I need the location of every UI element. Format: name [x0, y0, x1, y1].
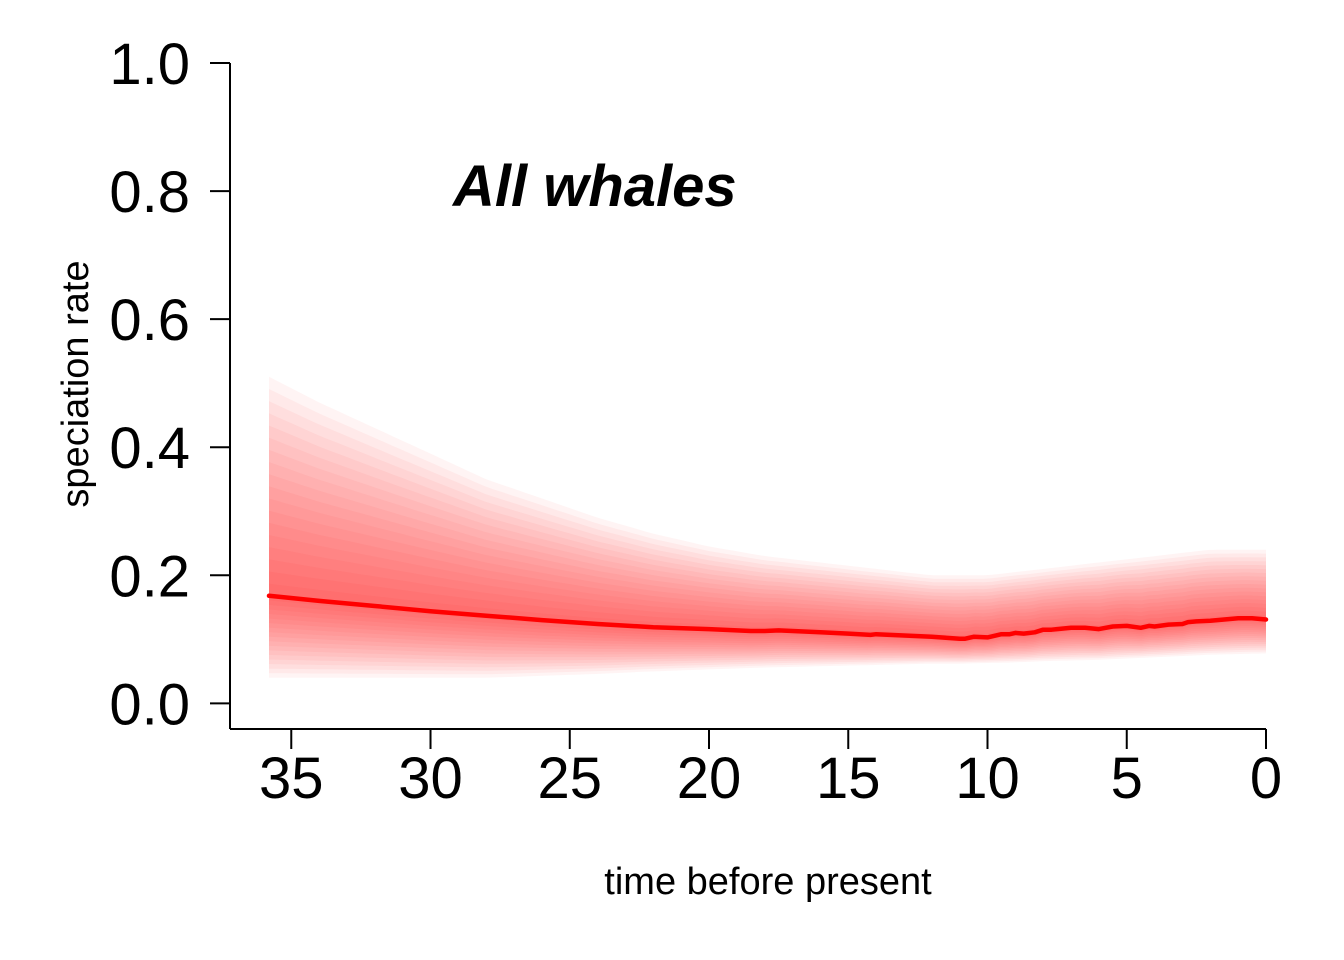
confidence-band-layer	[269, 401, 1266, 671]
confidence-band-layer	[269, 522, 1266, 647]
x-tick-label: 10	[955, 746, 1020, 811]
chart-annotation: All whales	[451, 154, 737, 219]
confidence-band-layer	[269, 376, 1266, 678]
y-axis-ticks: 0.0 0.2 0.4 0.6 0.8 1.0	[109, 32, 230, 737]
confidence-band	[269, 376, 1266, 678]
y-tick-label: 0.6	[109, 288, 190, 353]
x-tick-label: 5	[1111, 746, 1143, 811]
axes	[229, 63, 1266, 730]
y-tick-label: 0.4	[109, 416, 190, 481]
x-tick-label: 35	[259, 746, 324, 811]
y-tick-label: 0.0	[109, 672, 190, 737]
confidence-band-layer	[269, 425, 1266, 664]
y-tick-label: 0.2	[109, 544, 190, 609]
confidence-band-layer	[269, 486, 1266, 652]
confidence-band-layer	[269, 437, 1266, 661]
x-axis-ticks: 35 30 25 20 15 10 5 0	[259, 729, 1282, 811]
confidence-band-layer	[269, 449, 1266, 658]
x-tick-label: 30	[398, 746, 463, 811]
confidence-band-layer	[269, 389, 1266, 675]
confidence-band-layer	[269, 413, 1266, 668]
y-tick-label: 1.0	[109, 32, 190, 97]
y-axis-title: speciation rate	[55, 260, 97, 507]
confidence-band-layer	[269, 498, 1266, 650]
x-tick-label: 0	[1250, 746, 1282, 811]
confidence-band-layer	[269, 462, 1266, 655]
x-axis-title: time before present	[604, 861, 932, 903]
confidence-band-layer	[269, 571, 1266, 642]
x-tick-label: 15	[816, 746, 881, 811]
y-tick-label: 0.8	[109, 160, 190, 225]
x-tick-label: 25	[538, 746, 603, 811]
speciation-rate-line	[266, 593, 1269, 641]
confidence-band-layer	[269, 474, 1266, 653]
confidence-band-layer	[269, 559, 1266, 643]
confidence-band-layer	[269, 510, 1266, 649]
x-tick-label: 20	[677, 746, 742, 811]
